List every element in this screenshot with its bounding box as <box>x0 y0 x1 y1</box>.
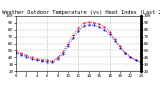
Title: Milwaukee Weather Outdoor Temperature (vs) Heat Index (Last 24 Hours): Milwaukee Weather Outdoor Temperature (v… <box>0 10 160 15</box>
